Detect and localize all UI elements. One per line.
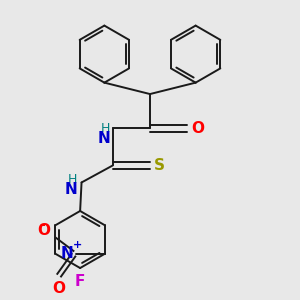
Text: H: H	[68, 173, 77, 186]
Text: N: N	[97, 131, 110, 146]
Text: S: S	[154, 158, 165, 173]
Text: O: O	[38, 224, 51, 238]
Text: O: O	[191, 121, 204, 136]
Text: H: H	[101, 122, 110, 135]
Text: O: O	[53, 281, 66, 296]
Text: -: -	[39, 218, 45, 232]
Text: N: N	[64, 182, 77, 197]
Text: F: F	[75, 274, 85, 289]
Text: N: N	[61, 246, 74, 261]
Text: +: +	[73, 240, 83, 250]
